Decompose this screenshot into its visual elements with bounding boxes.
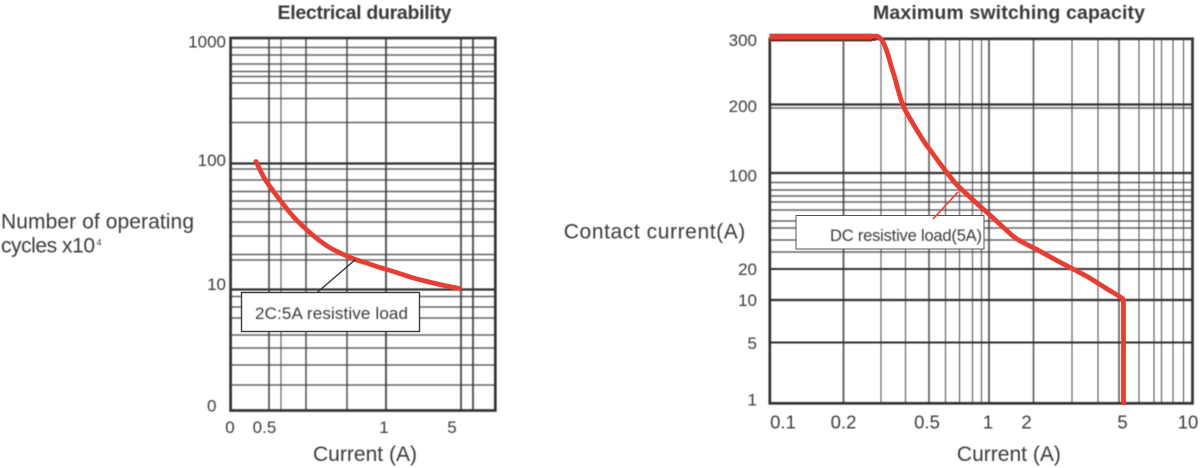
svg-text:10: 10 [207, 275, 226, 294]
svg-text:0.1: 0.1 [770, 412, 796, 433]
svg-text:1: 1 [379, 418, 388, 437]
svg-text:100: 100 [198, 151, 226, 170]
svg-text:10: 10 [738, 291, 757, 310]
svg-text:0: 0 [207, 397, 216, 416]
svg-text:10: 10 [1178, 412, 1199, 433]
svg-text:Number of operating: Number of operating [1, 211, 194, 234]
svg-text:Current (A): Current (A) [957, 443, 1061, 466]
svg-text:4: 4 [97, 238, 102, 248]
svg-text:Current (A): Current (A) [313, 443, 417, 466]
svg-text:1000: 1000 [188, 33, 226, 52]
svg-text:DC resistive load(5A): DC resistive load(5A) [830, 227, 982, 245]
svg-text:1: 1 [748, 391, 757, 410]
svg-text:200: 200 [729, 97, 757, 116]
svg-text:cycles x10: cycles x10 [1, 235, 95, 258]
svg-text:1: 1 [983, 412, 993, 433]
svg-text:100: 100 [729, 167, 757, 186]
svg-text:5: 5 [447, 418, 456, 437]
svg-text:Electrical durability: Electrical durability [278, 2, 452, 24]
svg-text:5: 5 [748, 334, 757, 353]
svg-text:Maximum switching capacity: Maximum switching capacity [873, 2, 1145, 24]
svg-text:0.2: 0.2 [831, 412, 857, 433]
svg-text:Contact current(A): Contact current(A) [564, 221, 746, 244]
svg-text:2C:5A resistive load: 2C:5A resistive load [255, 304, 408, 323]
svg-text:0: 0 [225, 418, 234, 437]
svg-text:20: 20 [738, 260, 757, 279]
svg-text:0.5: 0.5 [253, 418, 277, 437]
svg-text:5: 5 [1117, 412, 1127, 433]
svg-text:300: 300 [729, 31, 757, 50]
svg-text:0.5: 0.5 [914, 412, 940, 433]
svg-text:2: 2 [1021, 412, 1031, 433]
